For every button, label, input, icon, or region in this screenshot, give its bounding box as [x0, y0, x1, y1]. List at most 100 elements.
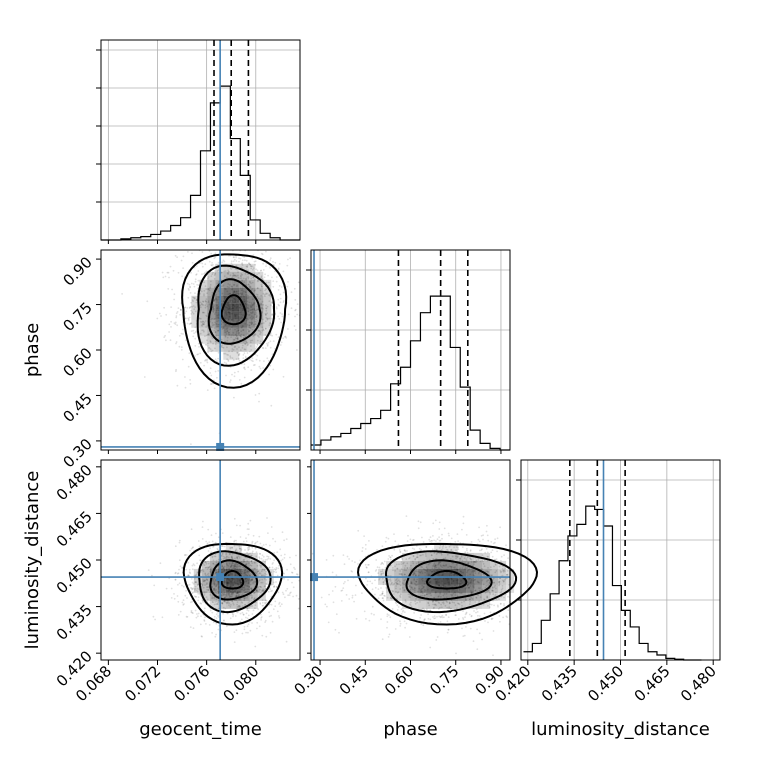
sample-point — [178, 334, 181, 337]
sample-point — [224, 556, 226, 559]
sample-point — [269, 558, 272, 560]
sample-point — [438, 521, 441, 524]
sample-point — [478, 581, 480, 584]
sample-point — [189, 292, 192, 294]
sample-point — [240, 561, 243, 563]
sample-point — [247, 549, 250, 552]
sample-point — [430, 554, 433, 556]
sample-point — [269, 322, 272, 324]
density-cell — [466, 576, 475, 585]
sample-point — [482, 560, 484, 563]
sample-point — [277, 315, 279, 318]
sample-point — [275, 566, 278, 569]
sample-point — [206, 359, 208, 362]
sample-point — [217, 357, 220, 360]
sample-point — [249, 350, 251, 353]
sample-point — [192, 296, 194, 299]
density-cell — [209, 552, 218, 561]
sample-point — [225, 234, 227, 236]
sample-point — [229, 536, 232, 538]
sample-point — [227, 556, 230, 559]
sample-point — [235, 330, 238, 333]
sample-point — [195, 595, 198, 598]
sample-point — [257, 279, 260, 282]
sample-point — [239, 536, 242, 538]
sample-point — [449, 558, 452, 560]
sample-point — [503, 569, 506, 571]
sample-point — [214, 635, 217, 638]
sample-point — [382, 581, 385, 583]
density-cell — [215, 263, 224, 272]
sample-point — [480, 534, 483, 537]
density-cell — [490, 560, 499, 569]
density-cell — [239, 263, 248, 272]
sample-point — [495, 587, 497, 590]
sample-point — [207, 332, 210, 335]
sample-point — [252, 609, 255, 612]
density-cell — [426, 560, 435, 569]
sample-point — [383, 560, 386, 563]
sample-point — [260, 303, 262, 306]
density-cell — [249, 592, 258, 601]
sample-point — [530, 577, 532, 579]
sample-point — [450, 549, 453, 552]
sample-point — [235, 629, 238, 632]
sample-point — [203, 294, 205, 297]
sample-point — [250, 359, 253, 362]
density-cell — [255, 311, 264, 320]
density-cell — [215, 295, 224, 304]
sample-point — [233, 567, 235, 570]
sample-point — [433, 565, 436, 568]
sample-point — [462, 564, 465, 567]
density-cell — [217, 592, 226, 601]
sample-point — [432, 616, 434, 618]
density-cell — [217, 560, 226, 569]
sample-point — [490, 617, 493, 620]
sample-point — [212, 310, 214, 312]
sample-point — [236, 352, 239, 354]
sample-point — [256, 269, 259, 272]
sample-point — [475, 559, 478, 562]
sample-point — [241, 602, 244, 604]
sample-point — [476, 628, 478, 631]
sample-point — [203, 364, 206, 367]
sample-point — [511, 558, 513, 560]
sample-point — [264, 621, 266, 623]
sample-point — [277, 336, 280, 339]
sample-point — [212, 305, 215, 308]
sample-point — [172, 269, 175, 272]
density-cell — [410, 592, 419, 601]
sample-point — [238, 359, 241, 362]
sample-point — [256, 339, 259, 342]
sample-point — [462, 635, 465, 637]
sample-point — [213, 589, 215, 592]
sample-point — [214, 585, 217, 588]
sample-point — [419, 616, 422, 619]
sample-point — [501, 585, 504, 587]
sample-point — [261, 285, 263, 288]
sample-point — [438, 552, 441, 554]
sample-point — [381, 592, 384, 595]
sample-point — [226, 555, 229, 558]
sample-point — [307, 574, 309, 576]
sample-point — [406, 567, 409, 570]
density-cell — [498, 576, 507, 585]
density-cell — [207, 287, 216, 296]
sample-point — [443, 565, 446, 567]
sample-point — [420, 614, 422, 616]
sample-point — [198, 317, 201, 320]
sample-point — [212, 579, 215, 581]
sample-point — [235, 333, 238, 336]
sample-point — [194, 585, 197, 588]
sample-point — [410, 586, 413, 589]
sample-point — [240, 273, 243, 275]
sample-point — [212, 588, 215, 590]
sample-point — [170, 597, 173, 599]
sample-point — [212, 621, 215, 624]
sample-point — [214, 252, 217, 255]
sample-point — [261, 310, 263, 313]
sample-point — [252, 276, 255, 279]
sample-point — [186, 574, 189, 577]
sample-point — [455, 652, 457, 655]
density-contour — [384, 550, 518, 614]
